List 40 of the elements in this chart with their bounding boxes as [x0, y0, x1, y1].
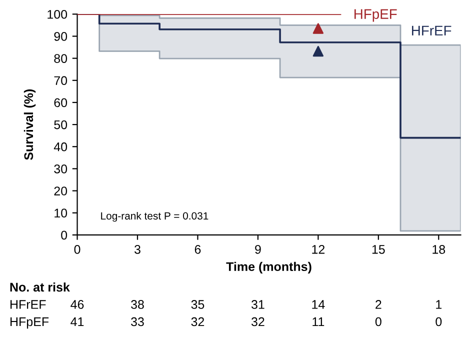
text: 33 [131, 317, 144, 326]
x-tick-label: 0 [74, 244, 80, 254]
text: 31 [251, 300, 264, 309]
x-tick-label: 15 [372, 245, 385, 254]
text: No. at risk [10, 282, 70, 292]
y-tick-label: 0 [61, 230, 68, 240]
text: 32 [191, 317, 204, 326]
text: 38 [131, 300, 144, 309]
x-tick-label: 3 [134, 244, 140, 254]
y-tick-label: 100 [48, 10, 68, 19]
text: 0 [436, 317, 442, 326]
y-tick-label: 30 [54, 164, 68, 174]
text: 32 [251, 317, 264, 326]
series-label: HFpEF [354, 9, 397, 22]
text: 2 [376, 300, 382, 309]
text: 1 [436, 300, 442, 309]
text: HFpEF [10, 317, 49, 329]
y-tick-label: 40 [54, 142, 68, 152]
x-tick-label: 12 [312, 244, 325, 254]
text: 11 [312, 317, 324, 326]
y-tick-label: 20 [54, 186, 68, 196]
y-tick-label: 10 [54, 208, 68, 218]
text: 14 [312, 300, 325, 309]
series-label: HFrEF [412, 26, 452, 36]
y-tick-label: 70 [54, 76, 68, 86]
y-axis-title: Survival (%) [24, 89, 36, 160]
text: 41 [70, 317, 84, 326]
y-tick-label: 50 [54, 120, 68, 130]
text: 0 [375, 317, 382, 326]
x-axis-title: Time (months) [226, 262, 312, 274]
y-tick-label: 90 [54, 32, 68, 41]
text: 46 [70, 300, 84, 309]
y-tick-label: 60 [54, 98, 68, 108]
x-tick-label: 6 [194, 244, 201, 254]
text: HFrEF [10, 300, 46, 309]
x-tick-label: 18 [432, 244, 446, 254]
x-tick-label: 9 [255, 244, 261, 254]
annotation: Log-rank test P = 0.031 [101, 212, 208, 222]
y-tick-label: 80 [54, 54, 68, 63]
text: 35 [191, 300, 204, 309]
